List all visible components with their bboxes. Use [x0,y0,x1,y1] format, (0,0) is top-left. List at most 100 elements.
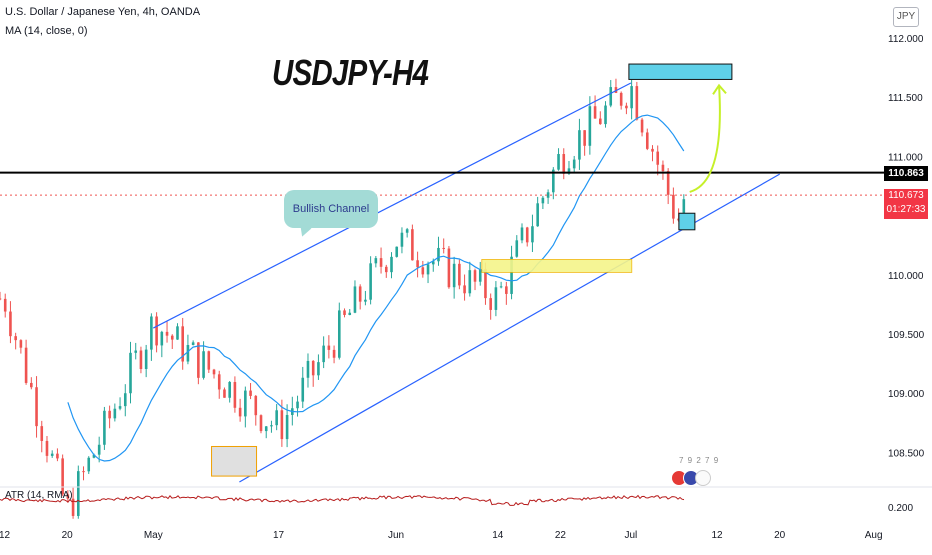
candle-body [332,349,336,358]
candle-body [609,87,613,106]
candle-body [118,406,122,409]
candle-body [50,453,54,456]
time-axis-label: May [144,530,163,541]
candle-body [557,154,560,170]
entry-zone[interactable] [678,212,696,231]
economic-events-icon[interactable]: 7 9 2 7 9 [671,456,723,488]
candle-body [619,92,623,106]
candle-body [546,192,550,198]
candle-body [233,382,237,408]
candle-body [176,326,179,340]
candle-body [645,132,649,149]
candle-body [275,410,278,426]
channel-upper-line[interactable] [152,82,632,329]
candle-body [186,344,190,362]
candle-body [604,105,607,125]
candle-body [510,256,513,294]
candle-body [463,285,466,294]
time-axis-label: Jul [625,530,638,541]
candle-body [672,194,675,219]
candle-body [264,426,268,432]
support-zone[interactable] [481,259,633,273]
candle-body [416,260,419,268]
price-scale-label: 109.500 [888,330,925,341]
time-axis-label: 14 [492,530,504,541]
candle-body [625,105,628,109]
candle-body [9,311,12,337]
time-axis-label: Aug [865,530,883,541]
candle-body [45,440,49,456]
candle-body [317,362,320,376]
candle-body [150,316,153,350]
price-scale-label: 110.000 [888,271,924,282]
candle-body [572,159,576,169]
candle-body [77,471,80,516]
chart-title: USDJPY-H4 [272,52,429,93]
candle-body [0,298,2,300]
time-axis-label: Jun [388,530,404,541]
horizontal-line-price-badge: 110.863 [884,166,928,181]
candle-body [599,118,602,125]
candle-body [531,226,534,243]
candle-body [285,414,289,440]
atr-indicator-label[interactable]: ATR (14, RMA) [5,490,73,501]
candle-body [593,106,597,119]
ma-indicator-label[interactable]: MA (14, close, 0) [5,25,88,37]
candle-body [562,154,566,174]
candle-body [640,119,644,133]
candle-body [484,269,487,299]
bullish-channel-callout[interactable]: Bullish Channel [284,190,378,228]
candle-body [635,86,639,120]
candle-body [144,349,148,370]
candle-body [353,286,357,313]
price-scale-label: 0.200 [888,503,913,514]
demand-zone[interactable] [211,445,258,477]
candle-body [505,286,508,294]
projection-arrow[interactable] [689,85,721,193]
candle-body [552,169,555,193]
candle-body [296,401,299,409]
candle-body [108,410,111,419]
candle-body [66,494,70,499]
candle-body [97,444,101,455]
candle-body [280,410,284,440]
candle-body [181,326,184,362]
candle-body [567,168,571,174]
currency-button[interactable]: JPY [893,7,919,27]
time-axis-label: 20 [774,530,786,541]
candle-body [374,258,378,264]
candle-body [165,331,169,336]
candle-body [426,264,430,275]
jp-flag-icon[interactable] [695,470,711,486]
candle-body [19,340,23,348]
candle-body [306,360,310,378]
candle-body [170,335,174,340]
candle-body [390,256,393,273]
target-zone[interactable] [628,63,733,80]
candle-body [40,426,44,441]
candle-body [494,287,498,310]
price-scale-label: 109.000 [888,389,925,400]
time-axis-label: 12 [711,530,723,541]
candle-body [405,229,409,233]
projection-arrowhead [712,83,727,95]
candle-body [478,269,482,282]
candle-body [322,345,325,363]
candle-body [87,457,91,472]
event-counts: 7 9 2 7 9 [679,456,720,465]
candle-body [343,310,346,315]
candle-body [207,351,211,370]
candle-body [468,270,472,294]
candle-body [217,374,221,390]
time-axis-label: 20 [62,530,74,541]
candle-body [244,390,247,417]
candle-body [35,387,38,427]
candle-body [452,263,456,288]
candle-body [197,342,200,378]
candle-body [103,410,106,445]
candle-body [24,347,28,383]
candle-body [311,360,315,376]
candle-body [14,336,17,341]
